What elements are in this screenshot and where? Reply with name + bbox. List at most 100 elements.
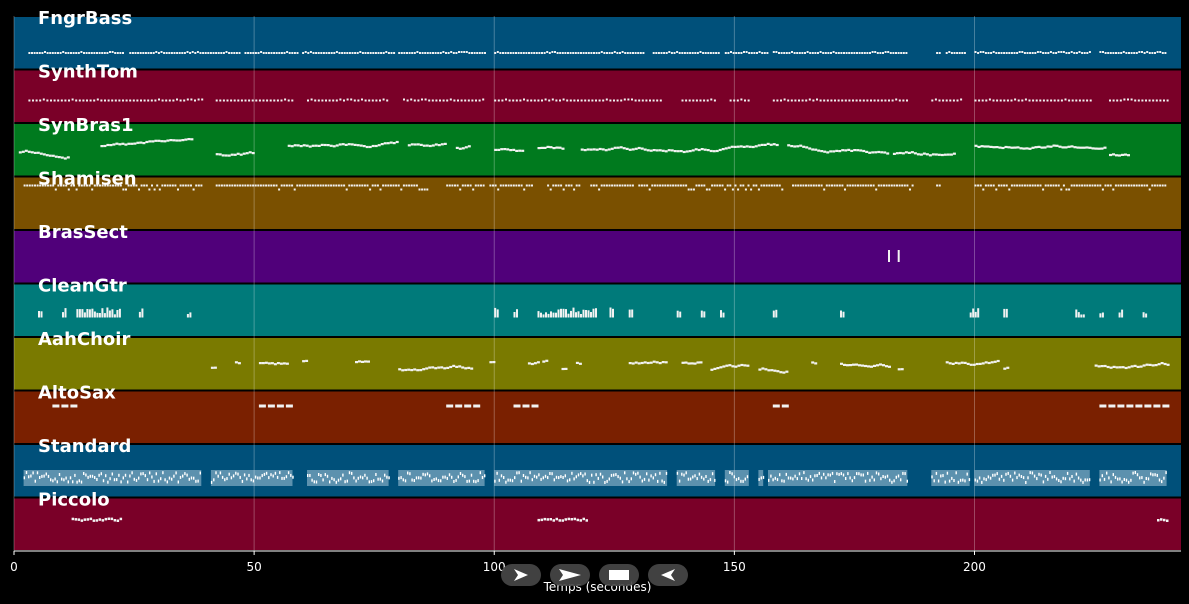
note-mark	[1066, 471, 1069, 475]
note-mark	[882, 475, 884, 478]
note-mark	[400, 476, 402, 480]
note-mark	[1106, 471, 1108, 475]
note-mark	[77, 518, 81, 521]
note-mark	[1049, 184, 1052, 187]
note-mark	[767, 369, 771, 372]
note-mark	[249, 52, 252, 54]
note-mark	[831, 184, 833, 187]
note-mark	[480, 184, 482, 187]
note-mark	[567, 517, 570, 521]
note-mark	[1033, 474, 1036, 478]
note-mark	[733, 99, 736, 102]
note-mark	[975, 362, 979, 366]
note-mark	[580, 52, 582, 54]
note-mark	[36, 184, 39, 187]
note-mark	[734, 184, 737, 187]
note-mark	[322, 184, 325, 187]
note-mark	[131, 471, 133, 475]
note-mark	[186, 473, 188, 477]
note-mark	[363, 184, 366, 187]
note-mark	[144, 52, 147, 54]
rewind-button[interactable]	[648, 564, 688, 586]
note-mark	[136, 141, 140, 144]
note-mark	[190, 476, 193, 480]
note-mark	[561, 519, 564, 522]
note-mark	[170, 52, 173, 54]
note-mark	[357, 99, 360, 102]
note-mark	[834, 99, 836, 102]
note-mark	[181, 52, 184, 54]
note-mark	[705, 188, 708, 191]
note-mark	[420, 476, 422, 480]
note-mark	[326, 474, 329, 478]
note-mark	[413, 52, 416, 54]
note-mark	[522, 474, 525, 477]
note-mark	[513, 312, 516, 318]
note-mark	[425, 144, 429, 147]
note-mark	[230, 99, 233, 102]
track-notes	[28, 98, 1169, 102]
note-mark	[708, 188, 711, 191]
note-mark	[357, 476, 359, 480]
note-mark	[1158, 478, 1161, 482]
play-button[interactable]	[501, 564, 541, 586]
note-mark	[1135, 52, 1138, 54]
note-mark	[683, 473, 685, 477]
note-mark	[665, 52, 668, 54]
note-mark	[106, 307, 109, 318]
note-mark	[364, 99, 367, 102]
note-mark	[879, 363, 882, 366]
note-mark	[664, 150, 668, 153]
note-mark	[91, 308, 94, 318]
note-mark	[129, 99, 132, 102]
note-mark	[39, 476, 41, 479]
note-mark	[981, 480, 983, 484]
note-mark	[676, 470, 716, 486]
note-mark	[65, 476, 67, 480]
note-mark	[643, 361, 647, 364]
note-mark	[267, 404, 275, 408]
note-mark	[853, 476, 856, 480]
note-mark	[868, 151, 872, 154]
note-mark	[48, 154, 52, 157]
note-mark	[768, 470, 908, 486]
note-mark	[525, 475, 527, 479]
note-mark	[681, 361, 685, 364]
note-mark	[730, 51, 732, 53]
note-mark	[1060, 99, 1063, 102]
note-mark	[308, 145, 312, 148]
stop-button[interactable]	[599, 564, 639, 586]
note-marks	[18, 51, 1170, 522]
note-mark	[895, 98, 898, 101]
note-mark	[109, 477, 111, 481]
note-mark	[157, 139, 161, 142]
note-mark	[262, 184, 265, 187]
note-mark	[461, 184, 464, 187]
note-mark	[225, 51, 228, 53]
note-mark	[715, 52, 718, 54]
note-mark	[840, 52, 843, 54]
note-mark	[377, 144, 381, 147]
note-mark	[328, 99, 331, 102]
note-mark	[613, 473, 615, 477]
note-mark	[787, 144, 791, 147]
note-mark	[468, 479, 470, 483]
note-mark	[652, 476, 654, 480]
note-mark	[658, 362, 662, 365]
note-mark	[634, 361, 638, 364]
note-mark	[350, 143, 354, 146]
note-mark	[956, 99, 959, 102]
note-mark	[260, 51, 263, 53]
note-mark	[938, 99, 941, 102]
note-mark	[652, 149, 656, 152]
fast-forward-button[interactable]	[550, 564, 590, 586]
note-mark	[1099, 313, 1102, 318]
note-mark	[984, 52, 987, 54]
note-mark	[892, 152, 896, 155]
note-mark	[1058, 145, 1062, 148]
note-mark	[118, 473, 120, 477]
note-mark	[993, 360, 997, 363]
note-mark	[1138, 51, 1141, 53]
note-mark	[652, 99, 655, 102]
note-mark	[995, 52, 998, 54]
